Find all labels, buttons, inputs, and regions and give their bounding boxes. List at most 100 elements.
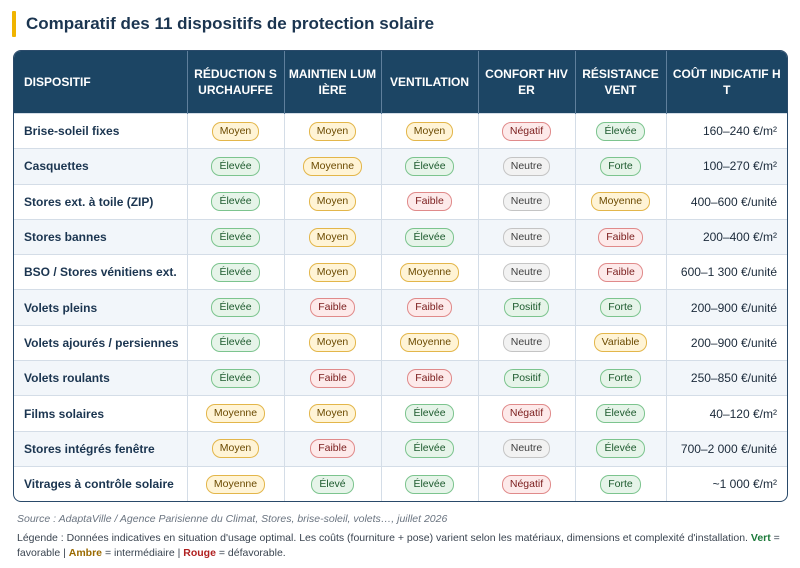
rating-badge: Moyenne [399,333,460,353]
cell-confort-hiver: Négatif [478,395,576,432]
cell-cout-indicatif: 250–850 €/unité [666,360,787,396]
cell-maintien-lumiere: Moyen [284,254,382,290]
table-row: Stores bannes Élevée Moyen Élevée Neutre Faib… [14,218,787,255]
rating-badge: Élevé [311,474,354,494]
cell-reduction-surchauffe: Moyen [187,112,285,149]
cell-cout-indicatif: 200–900 €/unité [666,324,787,361]
rating-badge: Élevée [405,404,454,424]
page-title: Comparatif des 11 dispositifs de protect… [26,14,435,33]
legend-green-text: = favorable | [17,532,780,559]
cell-confort-hiver: Négatif [478,112,576,149]
cell-cout-indicatif: 200–400 €/m² [666,218,787,255]
table-row: Volets pleins Élevée Faible Faible Positif Fo… [14,289,787,326]
cell-ventilation: Élevée [381,148,479,185]
rating-badge: Moyen [308,404,357,424]
rating-badge: Élevée [211,262,260,282]
source-note: Source : AdaptaVille / Agence Parisienne… [17,513,448,525]
rating-badge: Élevée [211,333,260,353]
cell-cout-indicatif: ~1 000 €/m² [666,465,787,501]
cell-resistance-vent: Moyenne [575,183,667,220]
cell-resistance-vent: Forte [575,289,667,326]
dispositif-name: Casquettes [14,148,188,185]
cell-resistance-vent: Élevée [575,430,667,467]
cell-ventilation: Élevée [381,395,479,432]
cell-ventilation: Moyenne [381,324,479,361]
rating-badge: Négatif [501,121,552,141]
rating-badge: Forte [600,156,641,176]
dispositif-name: Volets roulants [14,360,188,396]
cell-maintien-lumiere: Moyenne [284,148,382,185]
legend-note: Légende : Données indicatives en situati… [17,531,787,561]
cell-cout-indicatif: 400–600 €/unité [666,183,787,220]
comparison-table-container: DISPOSITIF RÉDUCTION SURCHAUFFE MAINTIEN… [13,50,788,502]
column-header-dispositif: DISPOSITIF [14,51,188,114]
dispositif-name: Stores bannes [14,218,188,255]
rating-badge: Moyen [308,333,357,353]
rating-badge: Forte [600,368,641,388]
legend-red-text: = défavorable. [215,547,286,559]
cell-ventilation: Faible [381,360,479,396]
rating-badge: Négatif [501,474,552,494]
cell-confort-hiver: Neutre [478,324,576,361]
table-row: Casquettes Élevée Moyenne Élevée Neutre Forte… [14,148,787,185]
cell-resistance-vent: Faible [575,218,667,255]
table-row: Stores intégrés fenêtre Moyen Faible Élevée… [14,430,787,467]
legend-text: Légende : Données indicatives en situati… [17,532,751,544]
cell-reduction-surchauffe: Élevée [187,218,285,255]
rating-badge: Élevée [596,439,645,459]
cell-maintien-lumiere: Faible [284,430,382,467]
rating-badge: Négatif [501,404,552,424]
rating-badge: Faible [310,439,355,459]
table-row: Brise-soleil fixes Moyen Moyen Moyen Négatif… [14,112,787,149]
cell-confort-hiver: Neutre [478,218,576,255]
rating-badge: Positif [504,298,549,318]
cell-cout-indicatif: 700–2 000 €/unité [666,430,787,467]
rating-badge: Élevée [211,298,260,318]
legend-red-word: Rouge [183,547,216,559]
table-row: Volets roulants Élevée Faible Faible Positif… [14,360,787,396]
cell-maintien-lumiere: Moyen [284,218,382,255]
rating-badge: Forte [600,298,641,318]
cell-maintien-lumiere: Élevé [284,465,382,501]
legend-amber-text: = intermédiaire | [102,547,184,559]
table-row: Volets ajourés / persiennes Élevée Moyen Mo… [14,324,787,361]
rating-badge: Neutre [502,333,551,353]
column-header-confort-hiver: CONFORT HIVER [478,51,576,114]
rating-badge: Faible [407,298,452,318]
cell-reduction-surchauffe: Élevée [187,254,285,290]
table-row: Films solaires Moyenne Moyen Élevée Négatif É… [14,395,787,432]
cell-confort-hiver: Positif [478,360,576,396]
cell-resistance-vent: Faible [575,254,667,290]
rating-badge: Faible [407,192,452,212]
cell-resistance-vent: Forte [575,465,667,501]
cell-confort-hiver: Neutre [478,183,576,220]
dispositif-name: Volets pleins [14,289,188,326]
cell-ventilation: Élevée [381,465,479,501]
rating-badge: Faible [407,368,452,388]
rating-badge: Élevée [405,439,454,459]
cell-cout-indicatif: 160–240 €/m² [666,112,787,149]
cell-confort-hiver: Positif [478,289,576,326]
rating-badge: Élevée [211,156,260,176]
cell-maintien-lumiere: Moyen [284,112,382,149]
cell-ventilation: Moyen [381,112,479,149]
rating-badge: Élevée [211,227,260,247]
rating-badge: Moyenne [590,192,651,212]
cell-resistance-vent: Élevée [575,112,667,149]
cell-ventilation: Faible [381,289,479,326]
rating-badge: Élevée [405,474,454,494]
rating-badge: Faible [310,298,355,318]
cell-cout-indicatif: 100–270 €/m² [666,148,787,185]
dispositif-name: Stores intégrés fenêtre [14,430,188,467]
cell-cout-indicatif: 40–120 €/m² [666,395,787,432]
rating-badge: Élevée [405,227,454,247]
rating-badge: Faible [598,262,643,282]
rating-badge: Moyen [308,262,357,282]
cell-maintien-lumiere: Faible [284,289,382,326]
cell-resistance-vent: Variable [575,324,667,361]
cell-reduction-surchauffe: Élevée [187,289,285,326]
cell-reduction-surchauffe: Moyenne [187,395,285,432]
cell-resistance-vent: Élevée [575,395,667,432]
dispositif-name: BSO / Stores vénitiens ext. [14,254,188,290]
rating-badge: Neutre [502,439,551,459]
